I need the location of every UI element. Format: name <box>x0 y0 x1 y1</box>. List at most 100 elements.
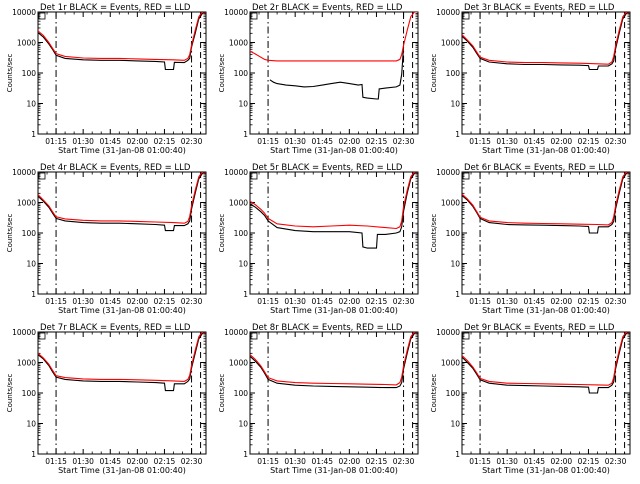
x-tick-label: 01:30 <box>284 137 306 146</box>
x-tick-label: 02:00 <box>339 297 361 306</box>
plot-title: Det 2r BLACK = Events, RED = LLD <box>252 3 403 13</box>
series-group <box>462 332 630 394</box>
x-tick-label: 01:45 <box>311 137 333 146</box>
y-tick-label: 1 <box>31 130 36 139</box>
x-tick-label: 01:45 <box>311 457 333 466</box>
y-tick-label: 10000 <box>436 168 460 177</box>
plot-frame <box>249 11 419 135</box>
plot-title: Det 4r BLACK = Events, RED = LLD <box>40 163 191 173</box>
x-tick-label: 01:15 <box>257 457 279 466</box>
y-tick-label: 1 <box>31 450 36 459</box>
x-tick-label: 01:30 <box>72 137 94 146</box>
subplot-8: Det 8r BLACK = Events, RED = LLD 1 10 100 10… <box>218 323 419 475</box>
x-tick-label: 02:00 <box>339 457 361 466</box>
y-tick-label: 10 <box>450 100 460 109</box>
x-tick-label: 02:15 <box>366 457 388 466</box>
x-axis-label: Start Time (31-Jan-08 01:00:40) <box>58 466 186 475</box>
series-group <box>38 12 206 71</box>
y-tick-label: 10000 <box>12 168 36 177</box>
plot-frame <box>37 331 207 455</box>
x-tick-label: 02:00 <box>339 137 361 146</box>
x-tick-label: 01:15 <box>45 297 67 306</box>
x-tick-label: 02:15 <box>366 297 388 306</box>
y-tick-label: 10 <box>238 420 248 429</box>
plot-frame <box>461 171 631 295</box>
plot-frame <box>37 11 207 135</box>
plot-frame <box>37 171 207 295</box>
y-tick-label: 10 <box>238 260 248 269</box>
series-group <box>38 172 206 232</box>
y-tick-label: 10000 <box>12 328 36 337</box>
corner-marker <box>462 12 470 20</box>
x-tick-label: 01:30 <box>284 297 306 306</box>
subplot-3: Det 3r BLACK = Events, RED = LLD 1 10 100 10… <box>430 3 631 155</box>
y-tick-label: 1 <box>31 290 36 299</box>
x-axis-label: Start Time (31-Jan-08 01:00:40) <box>482 146 610 155</box>
y-tick-label: 10 <box>26 100 36 109</box>
y-tick-label: 10 <box>26 420 36 429</box>
x-tick-label: 01:15 <box>45 137 67 146</box>
x-tick-label: 02:00 <box>551 137 573 146</box>
corner-marker <box>38 332 46 340</box>
plot-title: Det 5r BLACK = Events, RED = LLD <box>252 163 403 173</box>
y-tick-label: 10 <box>26 260 36 269</box>
y-axis-label: Counts/sec <box>218 374 226 413</box>
corner-marker <box>462 332 470 340</box>
subplot-7: Det 7r BLACK = Events, RED = LLD 1 10 100 10… <box>6 323 207 475</box>
lld-series-line <box>462 12 630 65</box>
x-tick-label: 01:30 <box>72 297 94 306</box>
x-tick-label: 02:30 <box>393 457 415 466</box>
y-tick-label: 10000 <box>224 328 248 337</box>
x-tick-label: 02:00 <box>551 297 573 306</box>
y-axis-label: Counts/sec <box>6 214 14 253</box>
x-tick-label: 02:30 <box>605 457 627 466</box>
x-axis-label: Start Time (31-Jan-08 01:00:40) <box>58 146 186 155</box>
y-tick-label: 1000 <box>17 39 36 48</box>
x-tick-label: 01:30 <box>284 457 306 466</box>
corner-marker <box>38 12 46 20</box>
lld-series-line <box>38 172 206 224</box>
x-tick-label: 01:45 <box>523 297 545 306</box>
x-tick-label: 01:45 <box>523 457 545 466</box>
y-axis-label: Counts/sec <box>6 54 14 93</box>
y-tick-label: 1 <box>455 290 460 299</box>
x-tick-label: 02:30 <box>393 297 415 306</box>
y-tick-label: 1000 <box>441 359 460 368</box>
corner-marker <box>250 332 258 340</box>
y-tick-label: 100 <box>22 389 37 398</box>
corner-marker <box>250 172 258 180</box>
y-tick-label: 100 <box>234 229 249 238</box>
y-tick-label: 1 <box>455 130 460 139</box>
x-tick-label: 02:00 <box>127 297 149 306</box>
plot-title: Det 6r BLACK = Events, RED = LLD <box>464 163 615 173</box>
plot-title: Det 3r BLACK = Events, RED = LLD <box>464 3 615 13</box>
y-tick-label: 100 <box>446 69 461 78</box>
y-tick-label: 100 <box>22 229 37 238</box>
lld-series-line <box>38 12 206 61</box>
x-tick-label: 01:45 <box>311 297 333 306</box>
corner-marker <box>462 172 470 180</box>
plot-title: Det 8r BLACK = Events, RED = LLD <box>252 323 403 333</box>
events-series-line <box>38 332 206 392</box>
x-tick-label: 01:45 <box>99 297 121 306</box>
events-series-line <box>462 172 630 234</box>
x-tick-label: 02:15 <box>578 297 600 306</box>
x-tick-label: 01:45 <box>99 457 121 466</box>
y-tick-label: 1 <box>455 450 460 459</box>
subplot-6: Det 6r BLACK = Events, RED = LLD 1 10 100 10… <box>430 163 631 315</box>
x-tick-label: 01:45 <box>99 137 121 146</box>
y-axis-label: Counts/sec <box>430 374 438 413</box>
x-tick-label: 01:30 <box>72 457 94 466</box>
x-tick-label: 02:15 <box>154 137 176 146</box>
lld-series-line <box>462 172 630 226</box>
y-tick-label: 10000 <box>436 328 460 337</box>
y-tick-label: 100 <box>234 389 249 398</box>
y-tick-label: 1000 <box>441 39 460 48</box>
series-group <box>38 332 206 392</box>
x-axis-label: Start Time (31-Jan-08 01:00:40) <box>58 306 186 315</box>
subplot-5: Det 5r BLACK = Events, RED = LLD 1 10 100 10… <box>218 163 419 315</box>
x-tick-label: 01:15 <box>257 137 279 146</box>
series-group <box>462 12 630 71</box>
